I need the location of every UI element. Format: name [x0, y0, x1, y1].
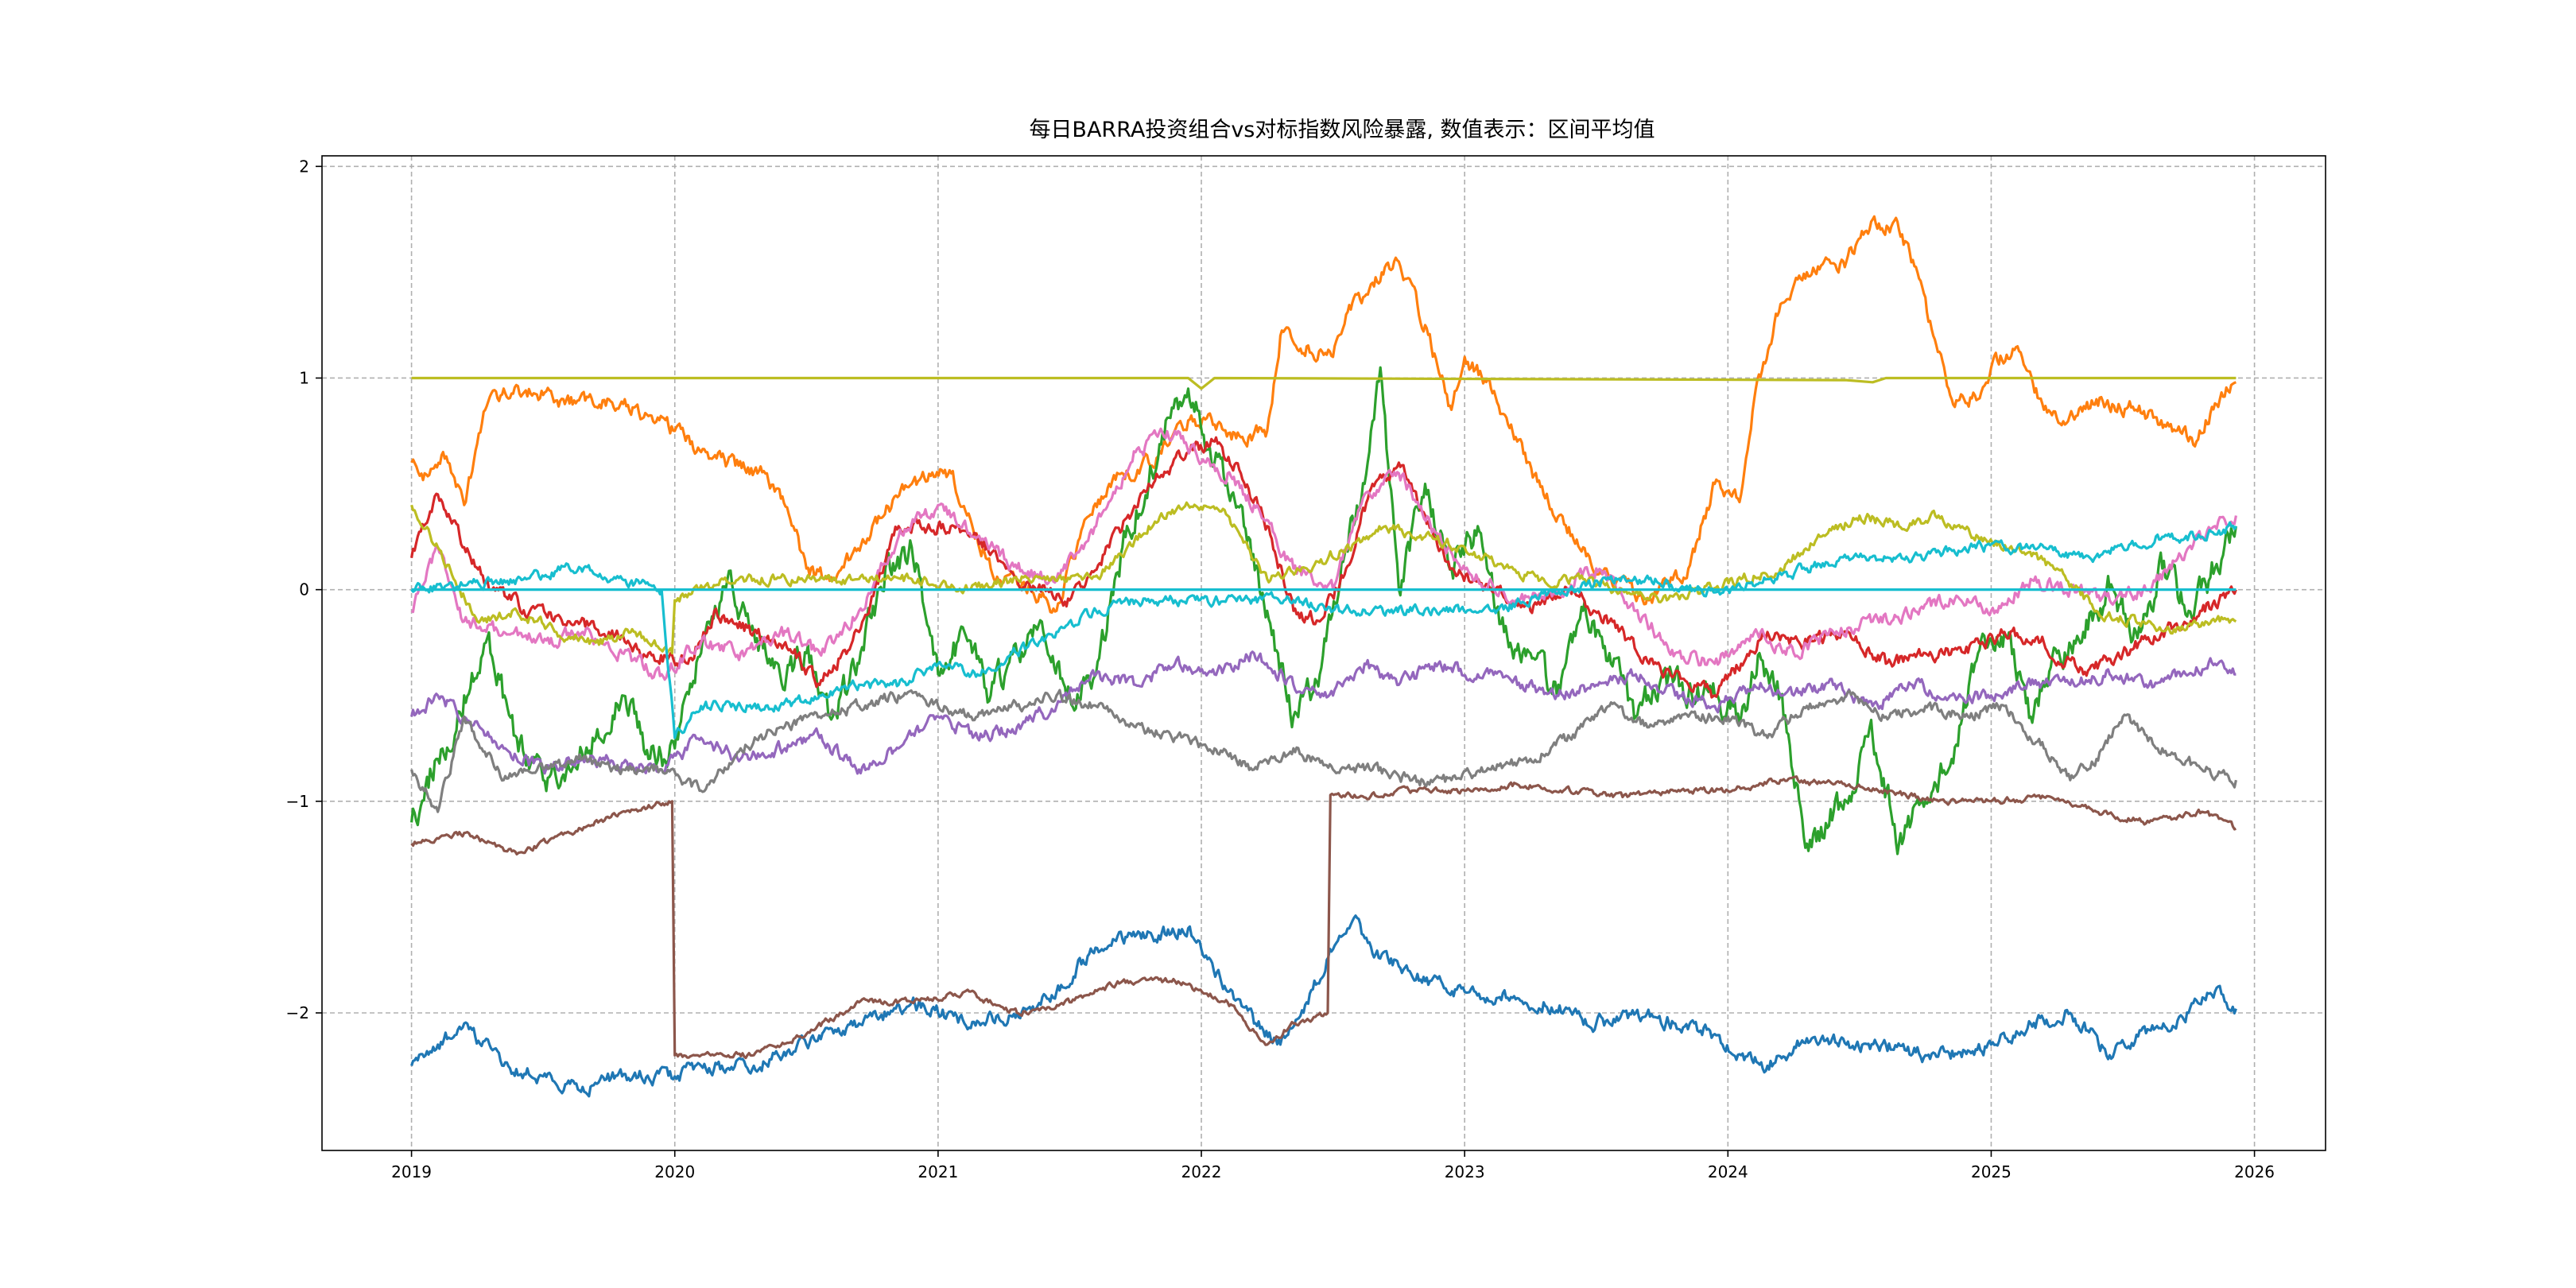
series-7-line	[410, 427, 2237, 681]
series-6-line	[410, 775, 2237, 1060]
series-8-line	[410, 689, 2237, 813]
y-tick-label: −2	[286, 1003, 309, 1022]
x-tick-label: 2026	[2234, 1162, 2275, 1181]
y-tick-label: −1	[286, 792, 309, 811]
plot-frame	[321, 155, 2326, 1151]
series-10-line	[410, 521, 2237, 739]
series-1-line	[410, 914, 2237, 1098]
y-tick-label: 2	[299, 157, 309, 176]
series-lines	[410, 215, 2237, 1098]
x-tick-label: 2019	[391, 1162, 432, 1181]
series-9-line	[410, 501, 2237, 655]
series-4-line	[410, 436, 2237, 699]
y-tick-label: 1	[299, 368, 309, 387]
series-5-line	[410, 650, 2237, 775]
x-tick-label: 2021	[918, 1162, 958, 1181]
series-11-line	[411, 376, 2237, 390]
x-tick-label: 2025	[1971, 1162, 2012, 1181]
x-tick-label: 2024	[1708, 1162, 1748, 1181]
x-tick-label: 2020	[654, 1162, 695, 1181]
y-tick-label: 0	[299, 580, 309, 599]
x-tick-label: 2022	[1181, 1162, 1222, 1181]
series-3-line	[410, 366, 2237, 855]
axes: 2019 2020 2021 2022 2023 2024 2025 2026 −2 −1 0 1 2	[286, 157, 2275, 1181]
x-tick-label: 2023	[1445, 1162, 1485, 1181]
series-2-line	[410, 215, 2237, 614]
chart-title: 每日BARRA投资组合vs对标指数风险暴露, 数值表示：区间平均值	[1029, 118, 1655, 142]
